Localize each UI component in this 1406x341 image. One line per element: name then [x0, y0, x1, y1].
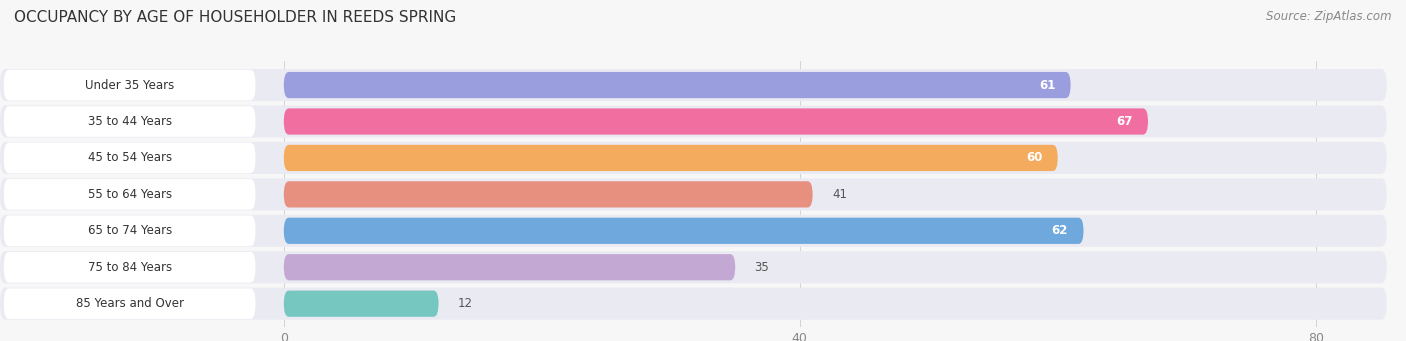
FancyBboxPatch shape: [284, 291, 439, 317]
Text: 35 to 44 Years: 35 to 44 Years: [87, 115, 172, 128]
Text: Source: ZipAtlas.com: Source: ZipAtlas.com: [1267, 10, 1392, 23]
Text: 41: 41: [832, 188, 846, 201]
Text: 55 to 64 Years: 55 to 64 Years: [87, 188, 172, 201]
Text: 12: 12: [458, 297, 472, 310]
Text: 65 to 74 Years: 65 to 74 Years: [87, 224, 172, 237]
FancyBboxPatch shape: [4, 216, 256, 246]
FancyBboxPatch shape: [284, 72, 1070, 98]
Text: 45 to 54 Years: 45 to 54 Years: [87, 151, 172, 164]
FancyBboxPatch shape: [284, 254, 735, 280]
Text: 35: 35: [755, 261, 769, 274]
FancyBboxPatch shape: [284, 108, 1149, 135]
Text: 85 Years and Over: 85 Years and Over: [76, 297, 184, 310]
FancyBboxPatch shape: [4, 288, 256, 319]
FancyBboxPatch shape: [284, 218, 1084, 244]
FancyBboxPatch shape: [4, 106, 256, 137]
FancyBboxPatch shape: [0, 178, 1386, 210]
Text: 60: 60: [1026, 151, 1042, 164]
FancyBboxPatch shape: [0, 288, 1386, 320]
Text: OCCUPANCY BY AGE OF HOUSEHOLDER IN REEDS SPRING: OCCUPANCY BY AGE OF HOUSEHOLDER IN REEDS…: [14, 10, 457, 25]
Text: Under 35 Years: Under 35 Years: [84, 78, 174, 92]
FancyBboxPatch shape: [0, 251, 1386, 283]
FancyBboxPatch shape: [284, 181, 813, 207]
FancyBboxPatch shape: [4, 179, 256, 210]
FancyBboxPatch shape: [0, 215, 1386, 247]
FancyBboxPatch shape: [0, 142, 1386, 174]
FancyBboxPatch shape: [0, 105, 1386, 137]
FancyBboxPatch shape: [4, 143, 256, 173]
Text: 61: 61: [1039, 78, 1054, 92]
FancyBboxPatch shape: [284, 145, 1057, 171]
FancyBboxPatch shape: [4, 252, 256, 283]
FancyBboxPatch shape: [0, 69, 1386, 101]
FancyBboxPatch shape: [4, 70, 256, 100]
Text: 67: 67: [1116, 115, 1133, 128]
Text: 62: 62: [1052, 224, 1069, 237]
Text: 75 to 84 Years: 75 to 84 Years: [87, 261, 172, 274]
